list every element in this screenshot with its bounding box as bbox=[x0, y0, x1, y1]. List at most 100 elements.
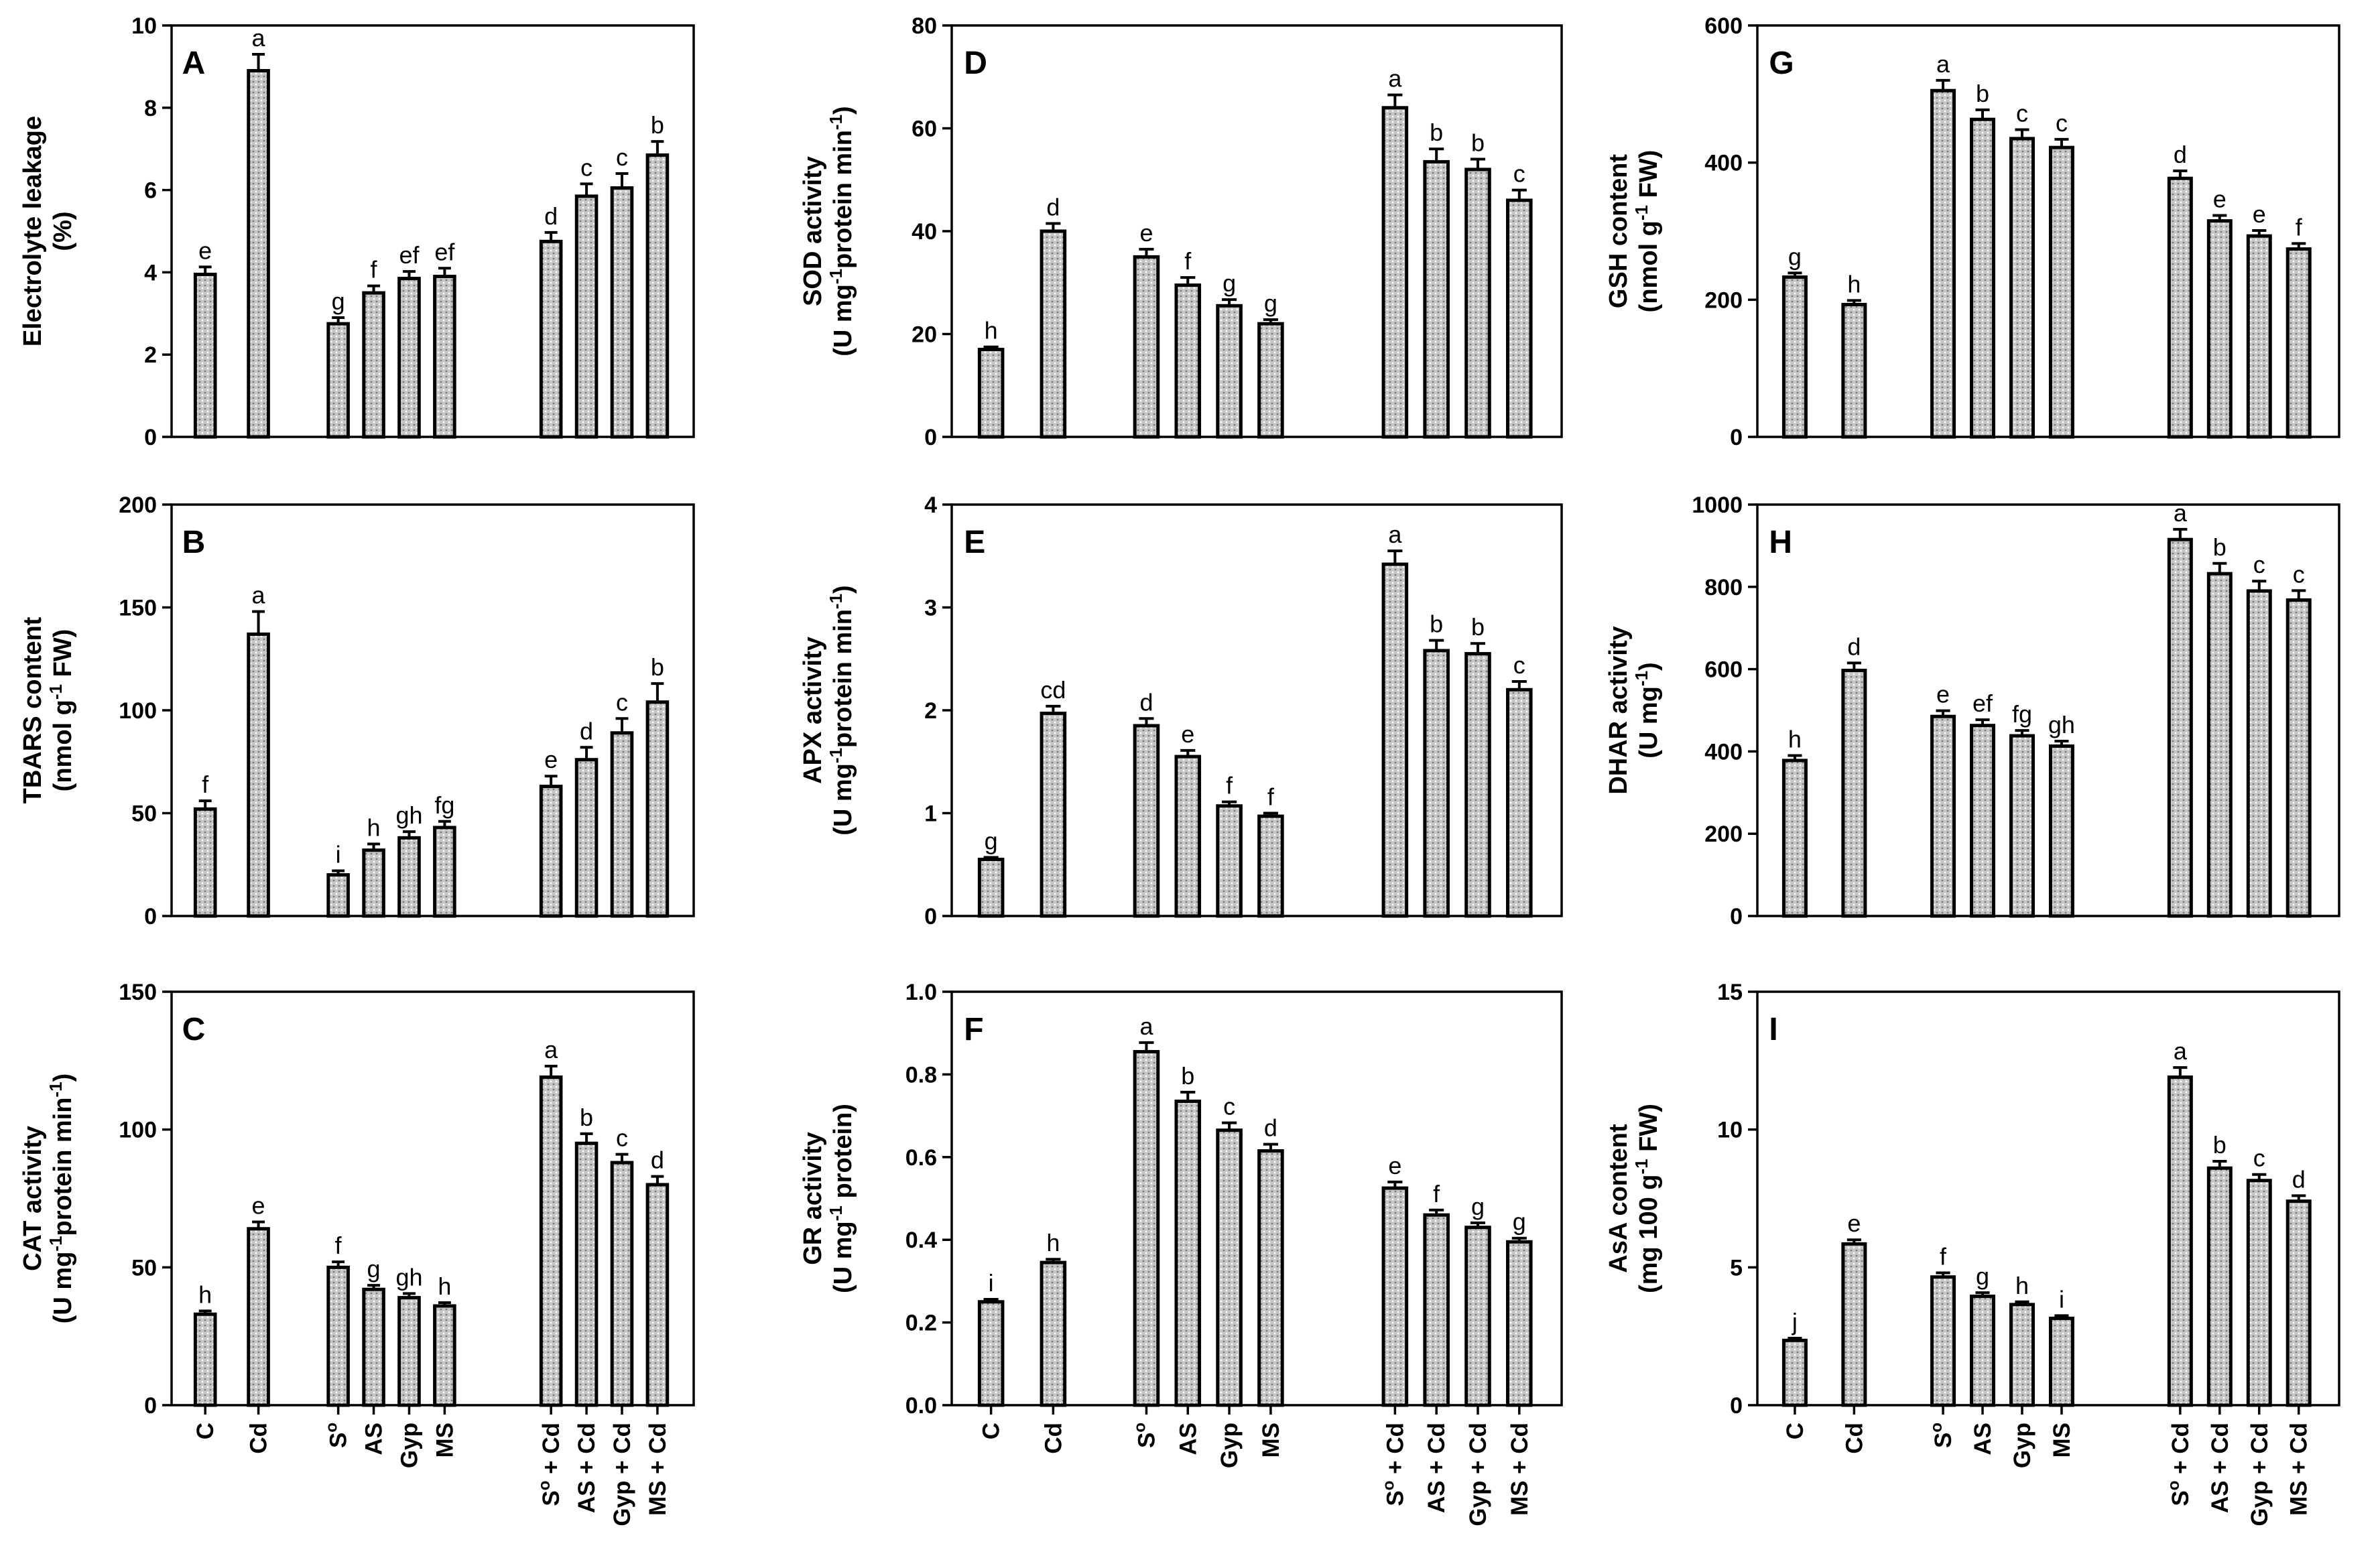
y-axis-label-text: SOD activity bbox=[799, 156, 827, 306]
bar-c bbox=[193, 272, 217, 439]
y-tick-label: 0.0 bbox=[905, 1393, 937, 1419]
x-tick-label-text: MS bbox=[432, 1423, 458, 1458]
y-axis-label-superscript: -1 bbox=[1631, 671, 1651, 686]
x-tick-label: MS + Cd bbox=[1507, 1423, 1533, 1516]
significance-letter: d bbox=[651, 1147, 664, 1174]
significance-letter: f bbox=[202, 771, 209, 798]
bar-as bbox=[1970, 724, 1996, 918]
y-axis-label-text: Electrolyte leakage bbox=[19, 116, 47, 346]
bar-ms-cd bbox=[1506, 198, 1533, 439]
x-tick-label: AS bbox=[361, 1423, 387, 1455]
x-tick-label-text: Gyp bbox=[2247, 1481, 2273, 1526]
y-tick-label: 0.4 bbox=[905, 1228, 937, 1253]
significance-letter: f bbox=[335, 1232, 342, 1259]
x-tick-label-text: AS bbox=[2207, 1481, 2233, 1514]
x-tick-label: AS + Cd bbox=[2207, 1423, 2233, 1513]
significance-letter: d bbox=[2292, 1165, 2306, 1193]
significance-letter: e bbox=[1139, 219, 1153, 247]
bar-s-cd bbox=[2167, 537, 2193, 918]
significance-letter: e bbox=[1388, 1152, 1401, 1179]
significance-letter: g bbox=[1788, 243, 1802, 270]
significance-letter: h bbox=[367, 814, 381, 842]
bar-gyp bbox=[2009, 137, 2035, 439]
significance-letter: a bbox=[2174, 499, 2188, 527]
bar-as bbox=[1174, 1100, 1202, 1407]
bar-gyp-cd bbox=[2246, 234, 2272, 439]
x-tick-label-text: Gyp bbox=[2009, 1423, 2035, 1468]
bar-gyp-cd bbox=[610, 186, 634, 439]
x-tick-label: AS bbox=[1970, 1423, 1996, 1455]
bar-c bbox=[193, 1312, 217, 1407]
x-tick-label: So + Cd bbox=[1379, 1423, 1408, 1506]
bar-as bbox=[1970, 1295, 1996, 1407]
significance-letter: e bbox=[198, 237, 212, 264]
bar-s-cd bbox=[1381, 106, 1409, 439]
significance-letter: h bbox=[1046, 1229, 1060, 1256]
y-axis-label-text: FW) bbox=[49, 629, 77, 684]
plot-frame bbox=[1756, 990, 2340, 1407]
significance-letter: h bbox=[438, 1272, 451, 1300]
bar-as bbox=[1174, 755, 1202, 918]
panel-letter: B bbox=[182, 525, 206, 560]
significance-letter: g bbox=[1223, 269, 1236, 297]
y-tick-label: 10 bbox=[131, 13, 157, 39]
y-tick-label: 0.2 bbox=[905, 1311, 937, 1336]
x-tick-label-text: + Cd bbox=[574, 1423, 600, 1481]
bar-s bbox=[1133, 1049, 1160, 1407]
bar-cd bbox=[247, 632, 270, 918]
significance-letter: a bbox=[544, 1036, 558, 1063]
significance-letter: b bbox=[1430, 610, 1443, 638]
y-axis-label-text: (%) bbox=[49, 211, 77, 251]
bar-as-cd bbox=[574, 1141, 599, 1407]
y-axis-label-line: DHAR activity bbox=[1605, 626, 1633, 794]
bar-ms bbox=[433, 1304, 456, 1407]
bar-gyp-cd bbox=[610, 1161, 634, 1407]
bar-as-cd bbox=[1423, 649, 1450, 918]
x-tick-label-superscript: o bbox=[1379, 1481, 1397, 1491]
y-tick-label: 15 bbox=[1717, 980, 1743, 1005]
x-tick-label-text: + Cd bbox=[2286, 1423, 2312, 1481]
y-axis-label-superscript: -1 bbox=[46, 1082, 66, 1097]
y-axis-label-line: (nmol g-1 FW) bbox=[46, 629, 77, 792]
significance-letter: b bbox=[1976, 80, 1989, 107]
y-axis-label-superscript: -1 bbox=[1631, 1159, 1651, 1174]
y-axis-label-superscript: -1 bbox=[46, 684, 66, 700]
significance-letter: i bbox=[336, 840, 341, 868]
x-tick-label-superscript: o bbox=[536, 1481, 554, 1491]
significance-letter: a bbox=[1388, 65, 1402, 92]
panel-letter: G bbox=[1769, 46, 1794, 81]
y-axis-label-text: DHAR activity bbox=[1605, 626, 1633, 794]
x-tick-label-text: S bbox=[2168, 1490, 2194, 1506]
bar-s-cd bbox=[1381, 1186, 1409, 1407]
x-tick-label-text: + Cd bbox=[2207, 1423, 2233, 1481]
bar-ms-cd bbox=[1506, 1240, 1533, 1407]
bar-gyp bbox=[1216, 804, 1243, 918]
significance-letter: h bbox=[1847, 270, 1861, 298]
y-axis-label-line: (U mg-1) bbox=[1631, 662, 1663, 758]
x-tick-label-text: + Cd bbox=[1465, 1423, 1491, 1481]
x-tick-label-text: AS bbox=[361, 1423, 387, 1455]
bar-c bbox=[1781, 1338, 1808, 1407]
significance-letter: b bbox=[580, 1104, 593, 1131]
significance-letter: e bbox=[1847, 1210, 1861, 1237]
y-axis-label-line: CAT activity bbox=[19, 1126, 47, 1271]
bar-c bbox=[977, 858, 1005, 918]
bar-as-cd bbox=[2206, 572, 2233, 918]
y-axis-label-line: APX activity bbox=[799, 637, 827, 784]
x-tick-label: C bbox=[192, 1423, 218, 1439]
bar-s bbox=[1930, 714, 1956, 918]
bar-gyp bbox=[1216, 304, 1243, 439]
y-tick-label: 400 bbox=[1704, 151, 1743, 176]
y-axis-label-text: TBARS content bbox=[19, 616, 47, 803]
bar-gyp-cd bbox=[1464, 168, 1491, 439]
plot-frame bbox=[170, 24, 695, 438]
y-tick-label: 150 bbox=[119, 980, 157, 1005]
x-tick-label: Gyp bbox=[396, 1423, 422, 1468]
y-tick-label: 0 bbox=[144, 1393, 157, 1419]
y-axis-label-text: (U mg bbox=[49, 1252, 77, 1324]
x-tick-label-text: Cd bbox=[1040, 1423, 1066, 1454]
y-axis-label-text: protein min bbox=[49, 1098, 77, 1236]
significance-letter: b bbox=[1430, 119, 1443, 146]
y-axis-label-text: AsA content bbox=[1605, 1124, 1633, 1273]
